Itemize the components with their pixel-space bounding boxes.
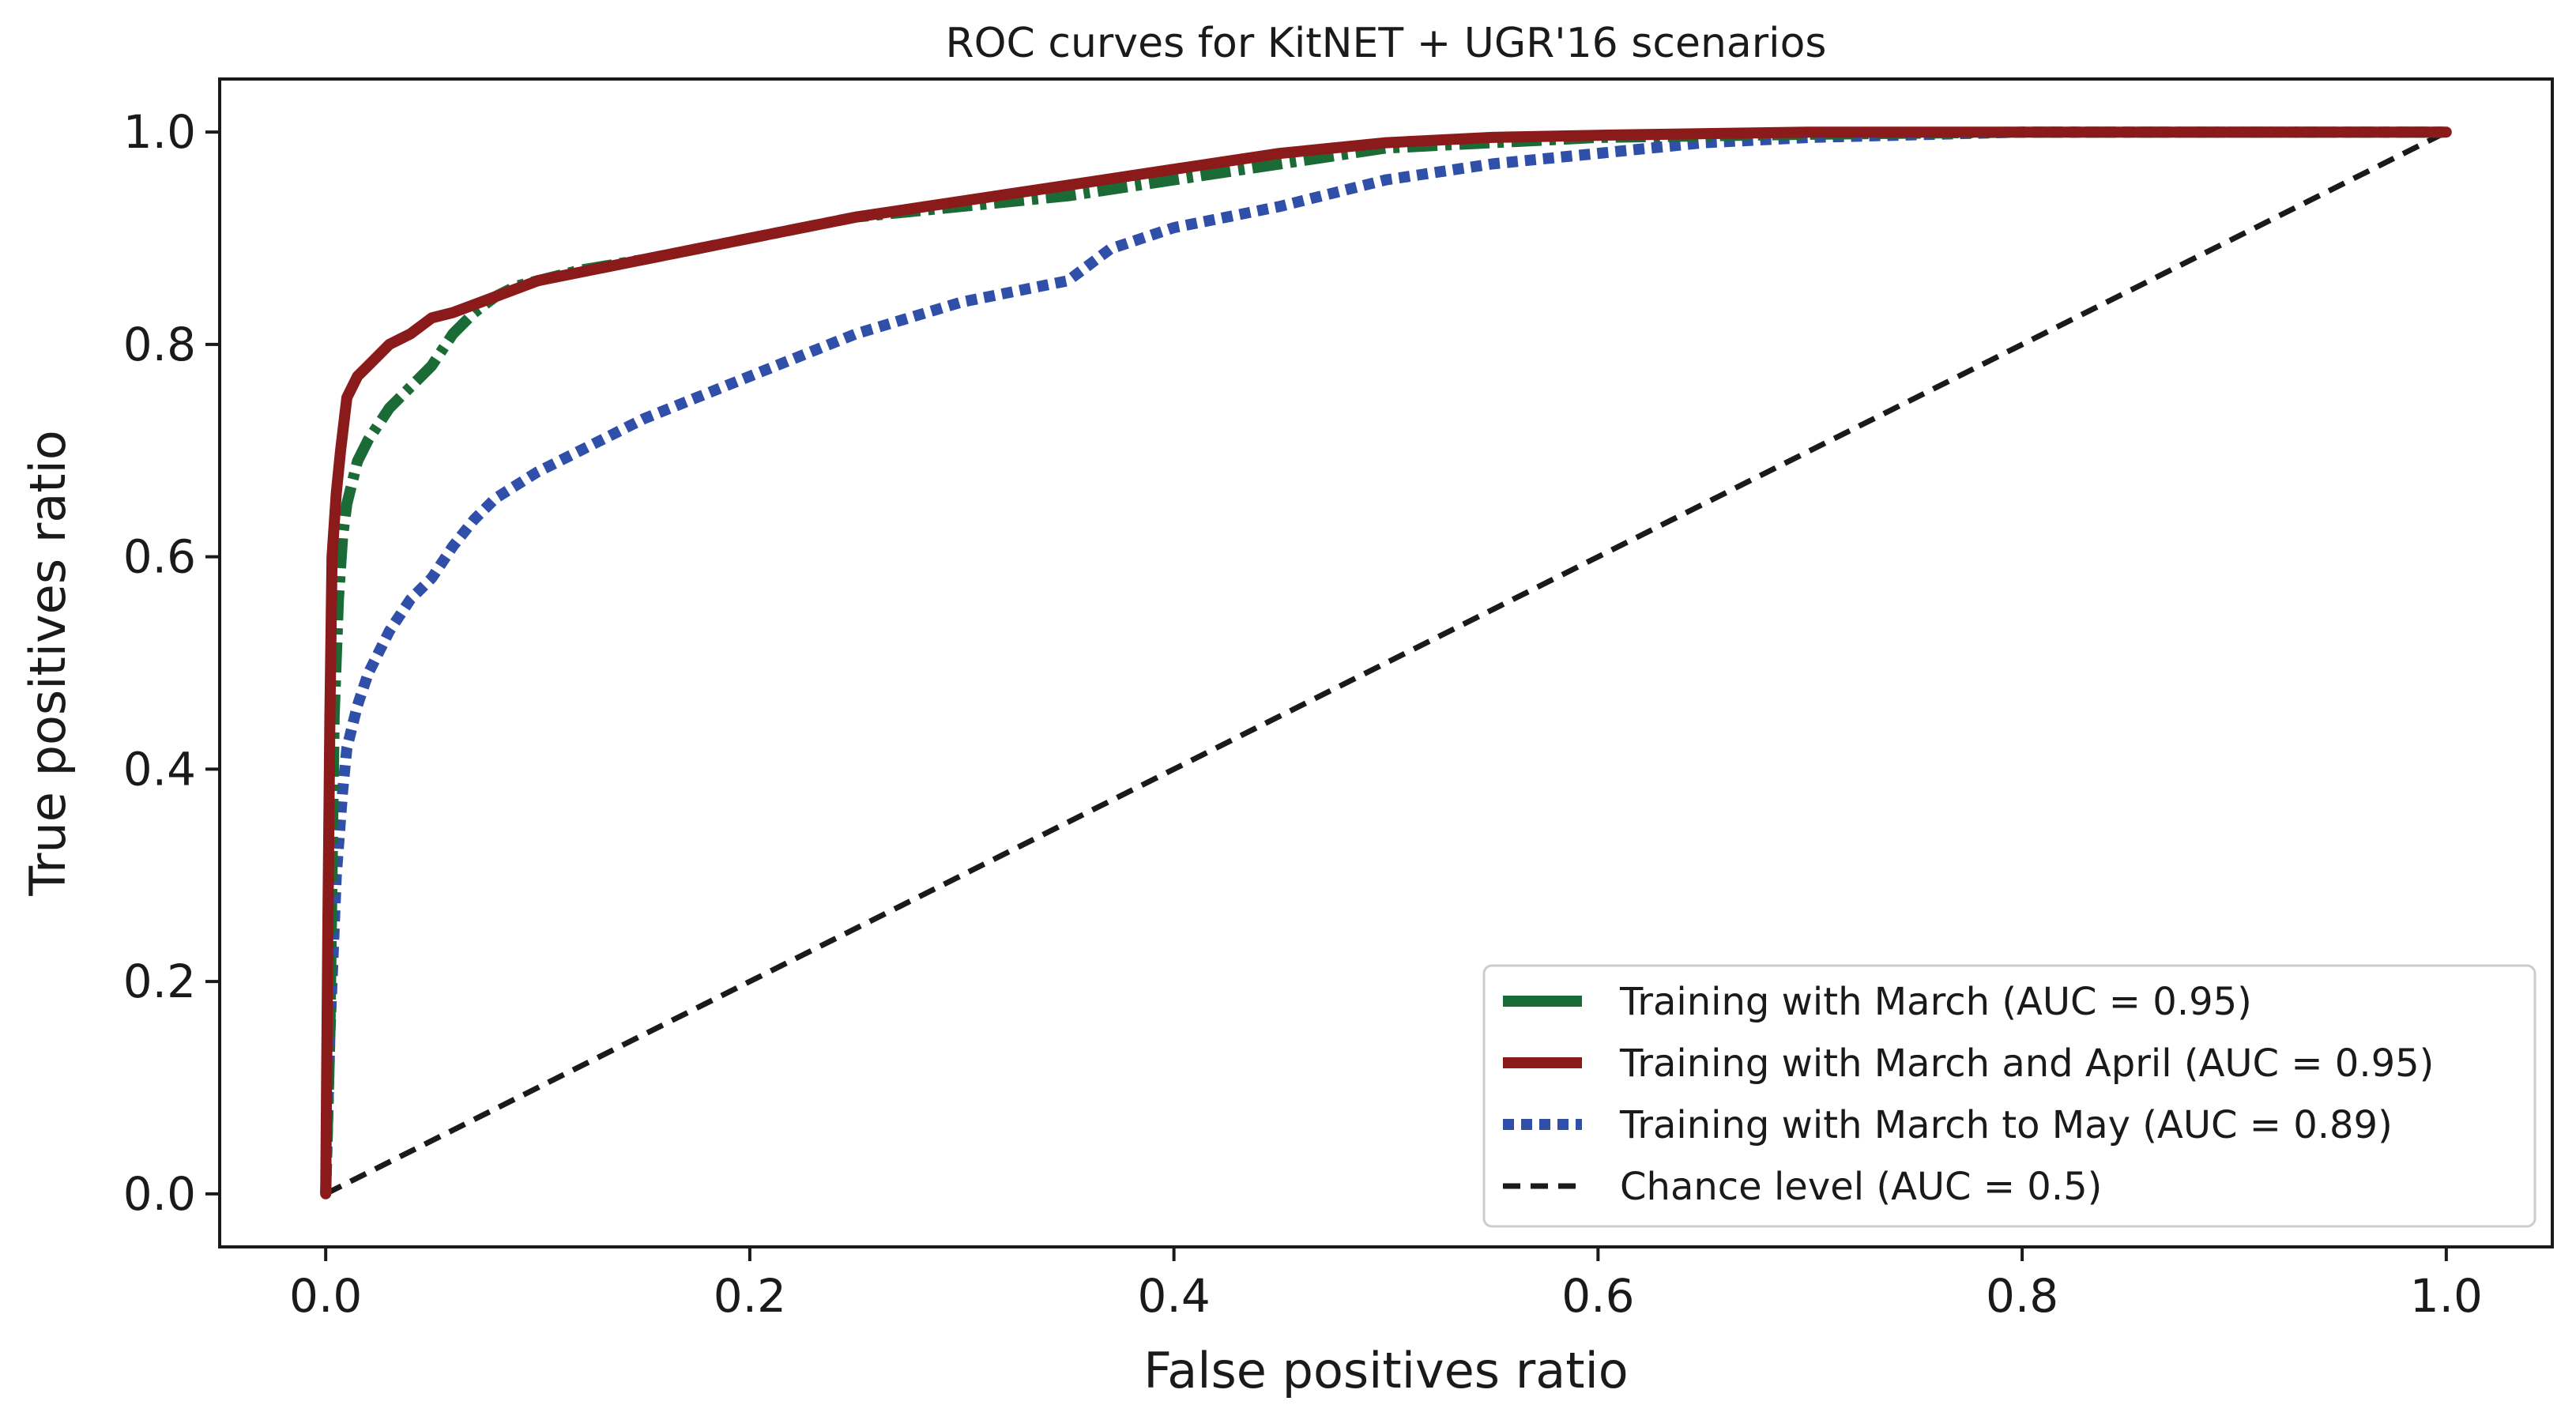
x-axis-label: False positives ratio [1143, 1342, 1629, 1399]
x-axis: 0.0 0.2 0.4 0.6 0.8 1.0 [289, 1247, 2483, 1323]
x-tick-label: 0.0 [289, 1269, 362, 1323]
legend: Training with March (AUC = 0.95) Training… [1482, 964, 2536, 1228]
x-tick-label: 0.8 [1986, 1269, 2058, 1323]
y-tick-label: 0.2 [123, 955, 196, 1008]
y-axis: 0.0 0.2 0.4 0.6 0.8 1.0 [123, 105, 220, 1221]
y-tick-label: 1.0 [123, 105, 196, 159]
legend-label-2: Training with March to May (AUC = 0.89) [1619, 1103, 2393, 1147]
y-tick-label: 0.4 [123, 742, 196, 796]
y-tick-label: 0.6 [123, 530, 196, 584]
plot-frame [218, 77, 2554, 1248]
legend-label-1: Training with March and April (AUC = 0.9… [1619, 1041, 2434, 1086]
x-tick-label: 0.6 [1561, 1269, 1634, 1323]
chart-title: ROC curves for KitNET + UGR'16 scenarios [945, 20, 1826, 67]
x-tick-label: 0.4 [1138, 1269, 1211, 1323]
legend-label-3: Chance level (AUC = 0.5) [1620, 1165, 2102, 1209]
x-tick-label: 0.2 [714, 1269, 786, 1323]
legend-label-0: Training with March (AUC = 0.95) [1619, 980, 2252, 1024]
series-group [320, 126, 2452, 1199]
series-line-2 [320, 126, 2446, 1194]
series-line-3 [324, 130, 2448, 1196]
series-line-1 [320, 126, 2452, 1199]
legend-box [1482, 964, 2536, 1228]
y-tick-label: 0.8 [123, 318, 196, 371]
y-tick-label: 0.0 [123, 1167, 196, 1221]
y-axis-label: True positives ratio [19, 430, 77, 897]
x-tick-label: 1.0 [2410, 1269, 2483, 1323]
